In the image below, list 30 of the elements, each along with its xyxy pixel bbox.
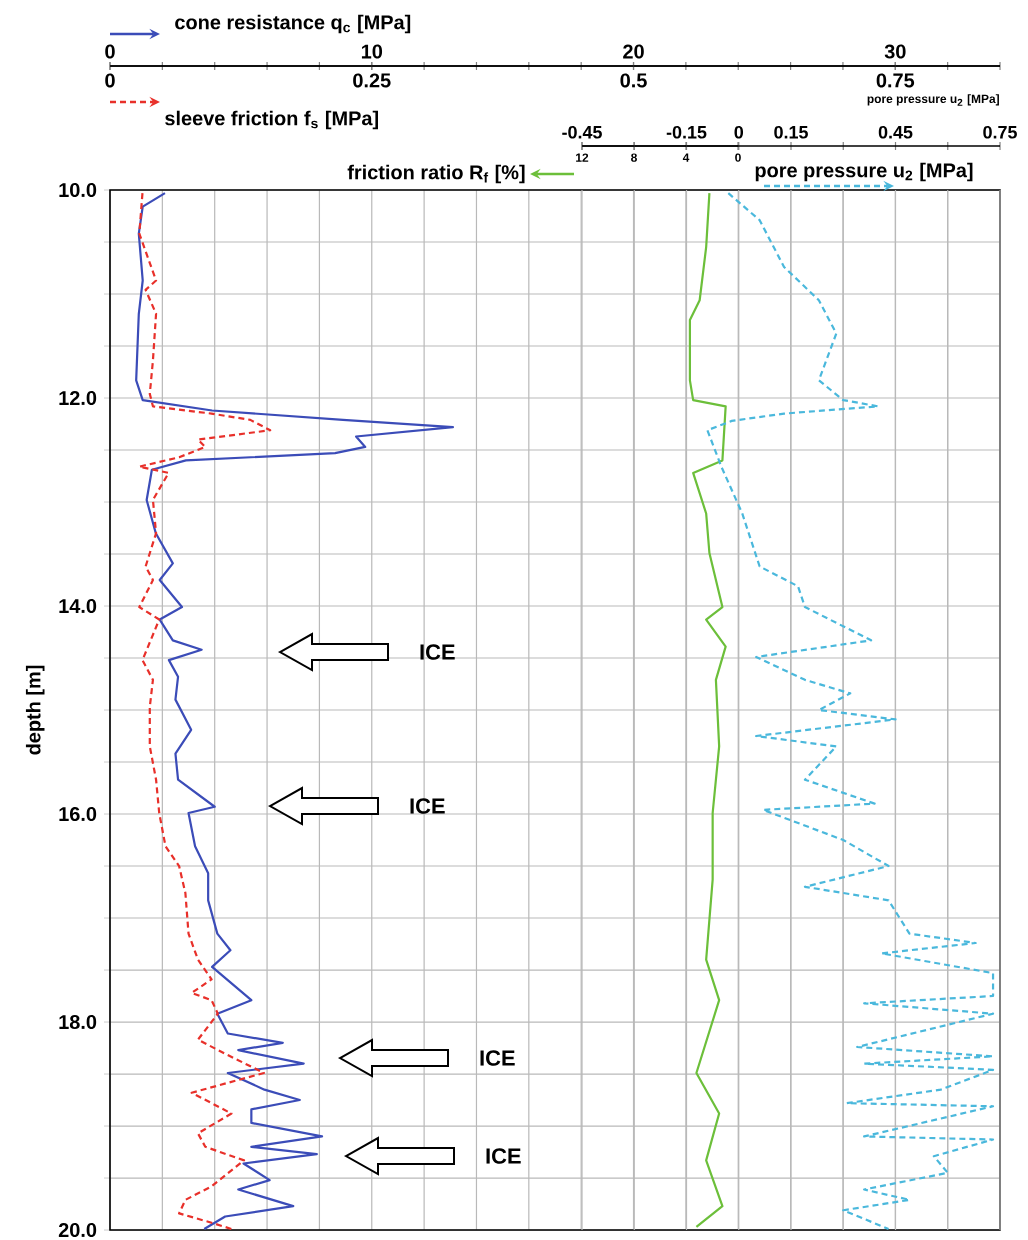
x-tick-label: 0 [105,44,115,59]
x2-tick-label: 0.25 [353,73,391,88]
x-tick-label: 0.15 [774,125,808,139]
y-axis-title: depth [m] [25,665,45,755]
y-tick-label: 14.0 [59,598,97,614]
annotation: ICE [420,644,455,660]
annotation: ICE [486,1148,521,1164]
annotation: ICE [480,1050,515,1066]
x2-axis-title: sleeve friction f$_{s}$ [MPa] [165,110,378,130]
line-series [135,192,455,1231]
x-tick-label: 0.45 [878,125,913,139]
x-tick-label: -0.45 [562,125,602,139]
x-tick-label: -0.15 [666,125,707,139]
x-axis-title: cone resistance q$_{c}$ [MPa] [175,14,411,34]
annotation: ICE [410,798,445,814]
x2-tick-label: 0 [105,73,115,88]
x-axis-title: pore pressure u$_{2}$ [MPa] [755,162,973,182]
x2-tick-label: 0.75 [876,73,915,88]
y-tick-label: 20.0 [58,1222,97,1238]
y-tick-label: 10.0 [59,182,97,198]
x-tick-label: 0.75 [983,125,1017,139]
x-tick-label: 30 [884,44,906,59]
x2-tick-label: 0.5 [620,73,647,88]
y-tick-label: 16.0 [59,806,97,822]
y-tick-label: 12.0 [59,390,97,406]
x-tick-label: 10 [361,44,383,59]
x-tick-label: 0 [734,125,744,139]
x-axis-title: friction ratio R$_{f}$ [%] [347,164,525,184]
y-tick-label: 18.0 [59,1014,97,1030]
x-tick-label: 20 [623,44,644,59]
